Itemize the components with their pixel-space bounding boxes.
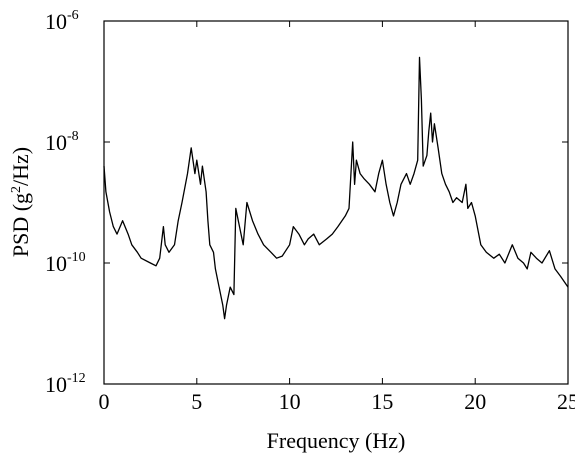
x-tick-label: 15	[371, 389, 393, 414]
plot-area-frame	[103, 20, 569, 385]
x-tick-label: 25	[557, 389, 575, 414]
y-axis-ticks: 10-6 10-8 10-10 10-12	[45, 8, 568, 397]
x-tick-label: 10	[279, 389, 301, 414]
y-tick-label: 10-6	[45, 8, 79, 34]
y-tick-label: 10-8	[45, 129, 79, 155]
y-tick-label: 10-10	[45, 250, 86, 276]
y-axis-title-post: /Hz)	[8, 147, 33, 186]
x-tick-label: 0	[99, 389, 110, 414]
x-tick-label: 20	[464, 389, 486, 414]
x-tick-label: 5	[191, 389, 202, 414]
x-axis-ticks: 0 5 10 15 20 25	[99, 21, 575, 414]
y-tick-label: 10-12	[45, 371, 86, 397]
y-axis-title-pre: PSD (g	[8, 193, 33, 257]
y-axis-title: PSD (g2/Hz)	[8, 147, 33, 257]
y-axis-title-sup: 2	[9, 186, 24, 193]
psd-series-line	[103, 56, 569, 320]
x-axis-title: Frequency (Hz)	[267, 428, 406, 453]
